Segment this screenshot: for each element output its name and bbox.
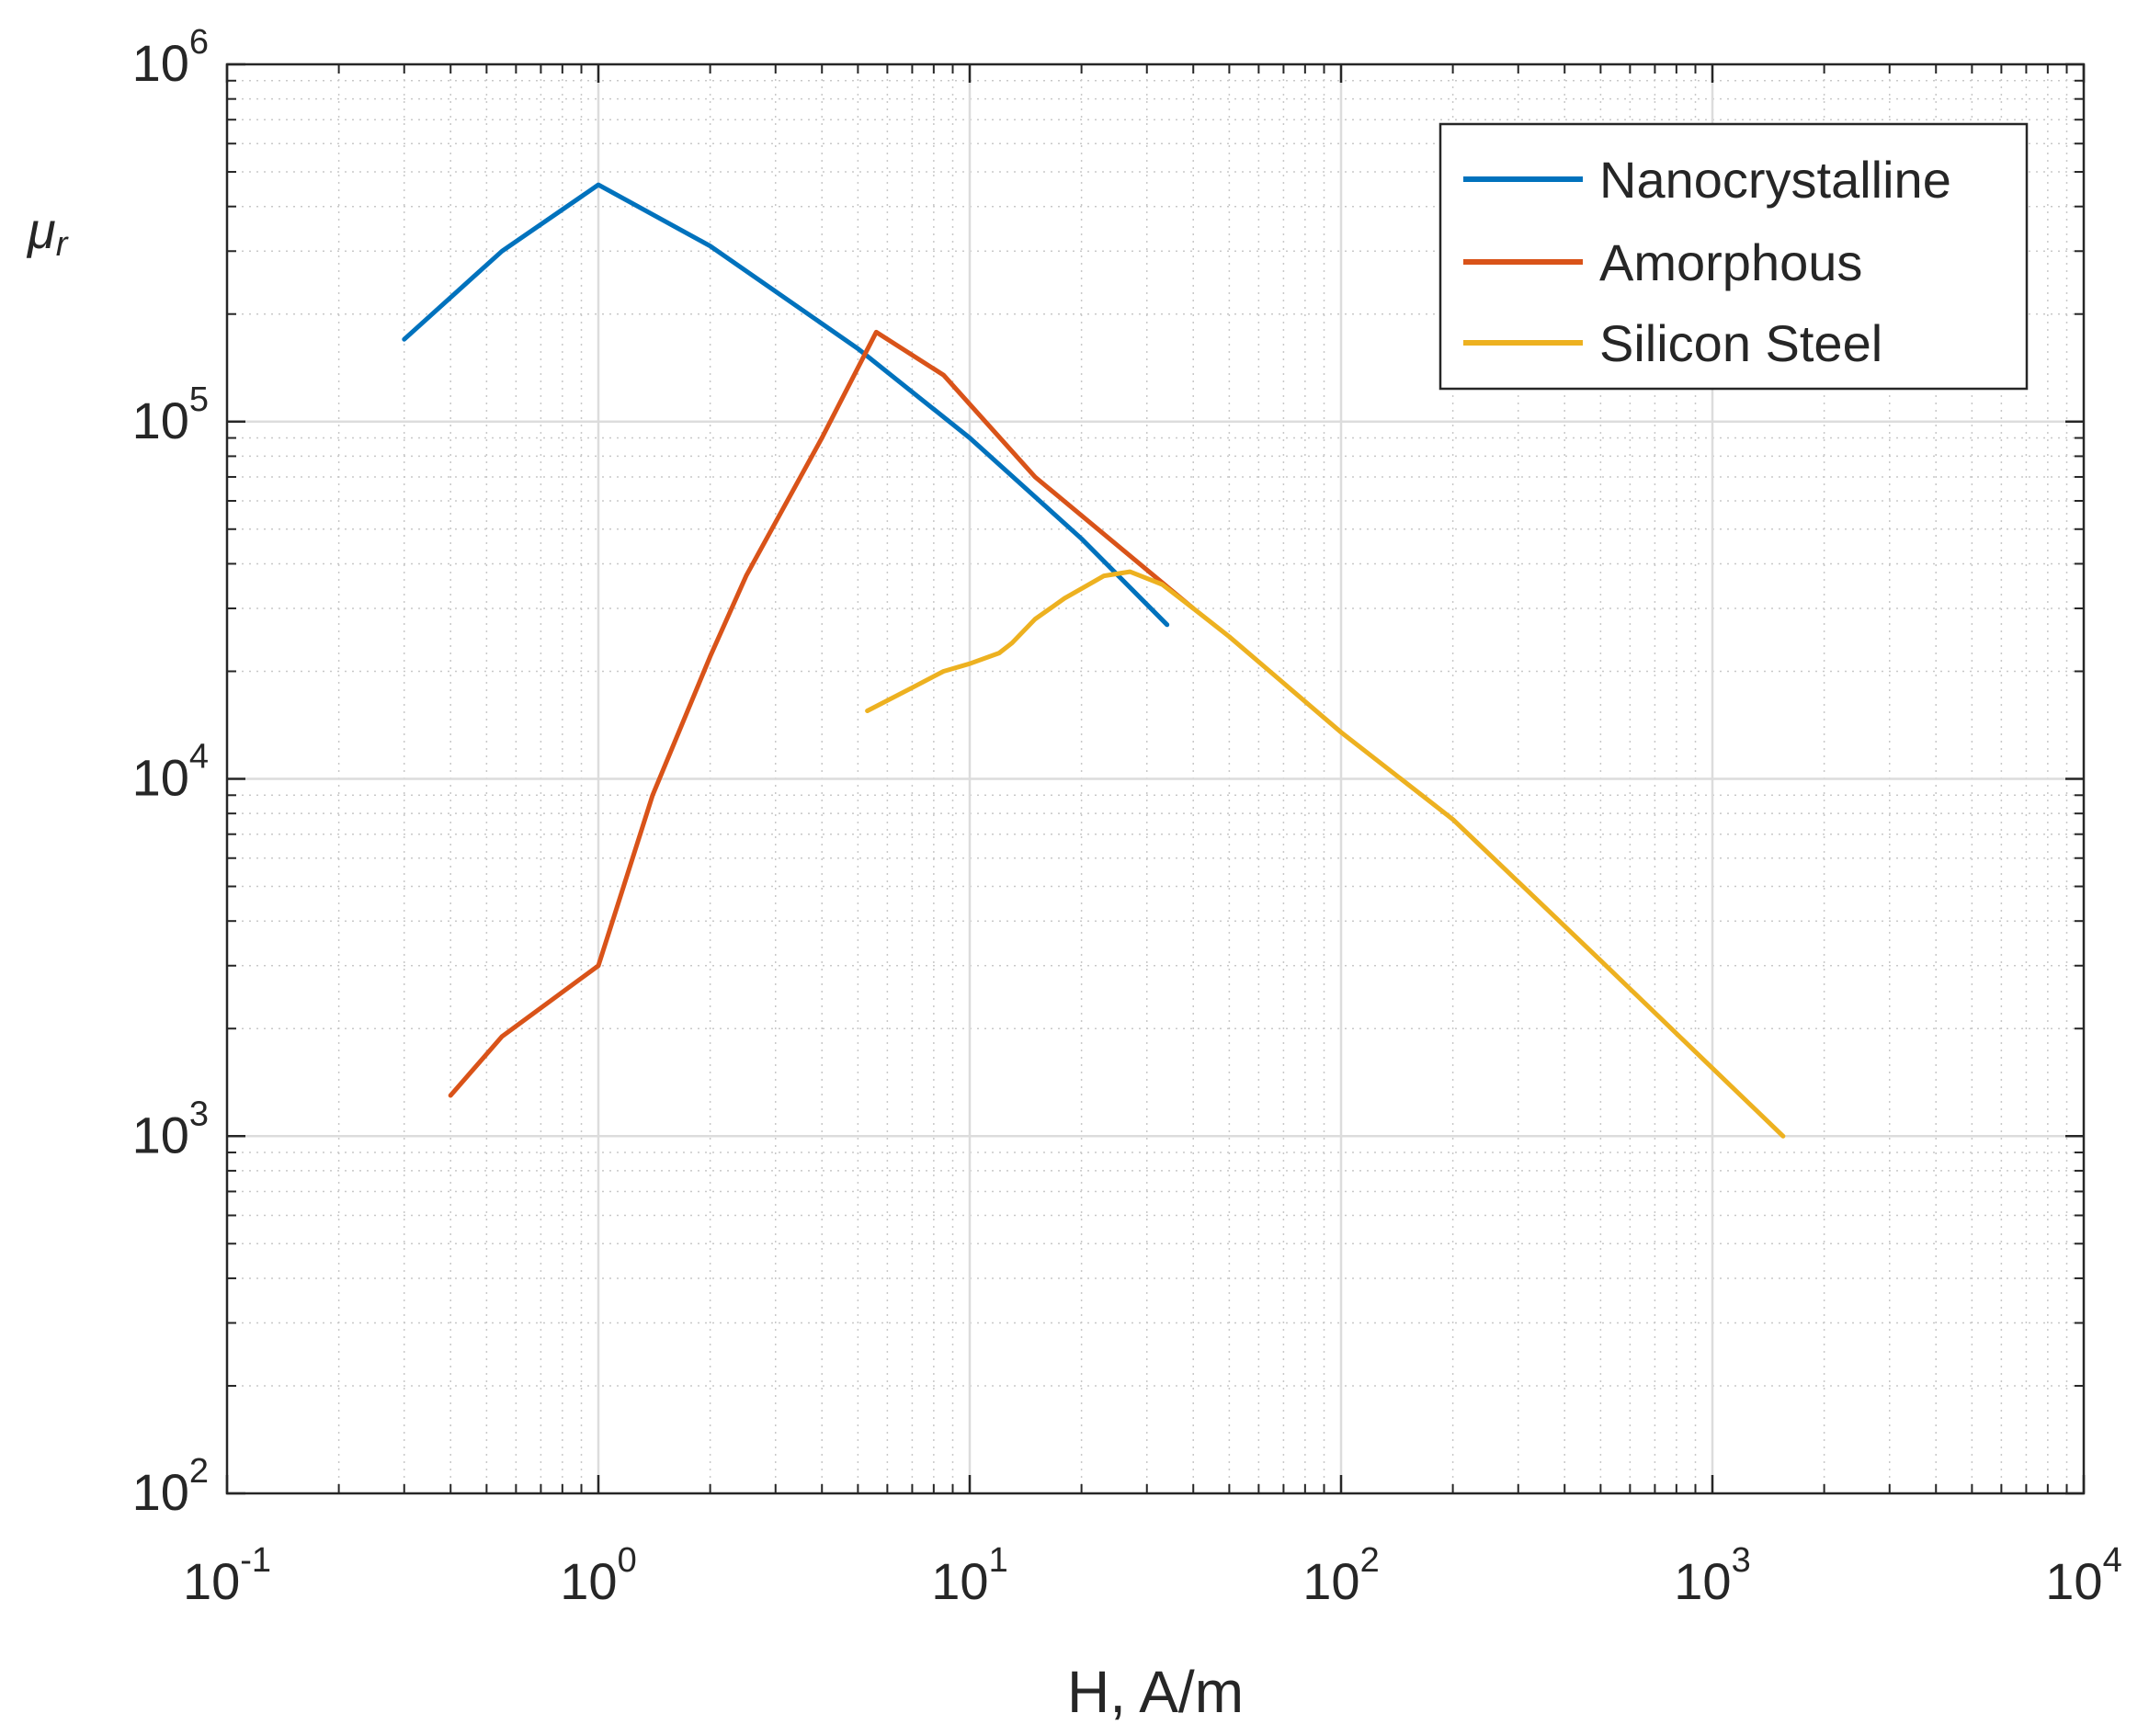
x-tick-label: 10-1 <box>183 1541 271 1610</box>
y-tick-label: 102 <box>132 1452 209 1521</box>
x-tick-label: 101 <box>931 1541 1007 1610</box>
x-tick-label: 103 <box>1674 1541 1750 1610</box>
y-tick-label-base: 10 <box>132 391 189 449</box>
y-axis-label-base: μ <box>26 201 56 259</box>
x-tick-label-exp: 4 <box>2103 1541 2122 1580</box>
series-amorphous-line <box>448 329 1196 1098</box>
y-axis-label: μr <box>26 201 69 264</box>
x-tick-label-exp: 3 <box>1732 1541 1751 1580</box>
x-tick-label: 104 <box>2045 1541 2121 1610</box>
x-axis-label: H, A/m <box>1067 1659 1244 1725</box>
x-tick-label-base: 10 <box>560 1552 617 1610</box>
major-grid <box>227 64 2084 1493</box>
y-tick-label-exp: 3 <box>189 1095 209 1133</box>
x-tick-label-exp: 1 <box>989 1541 1008 1580</box>
x-tick-label-base: 10 <box>1674 1552 1731 1610</box>
y-tick-label: 106 <box>132 23 209 92</box>
y-tick-label: 103 <box>132 1095 209 1163</box>
tick-marks <box>225 62 2086 1495</box>
x-tick-label-base: 10 <box>1302 1552 1359 1610</box>
x-tick-label-exp: -1 <box>240 1541 271 1580</box>
y-tick-label: 105 <box>132 380 209 449</box>
y-tick-label-base: 10 <box>132 34 189 92</box>
y-tick-label-exp: 5 <box>189 380 209 419</box>
y-tick-label-exp: 4 <box>189 738 209 777</box>
legend-label-nanocrystalline: Nanocrystalline <box>1599 151 1951 209</box>
x-tick-label: 102 <box>1302 1541 1379 1610</box>
x-tick-label-base: 10 <box>2045 1552 2102 1610</box>
y-tick-label-exp: 6 <box>189 23 209 62</box>
x-tick-labels: 10-1 100 101 102 103 104 <box>183 1541 2122 1610</box>
legend-label-amorphous: Amorphous <box>1599 233 1862 291</box>
x-tick-label-base: 10 <box>183 1552 240 1610</box>
x-tick-label: 100 <box>560 1541 636 1610</box>
legend: Nanocrystalline Amorphous Silicon Steel <box>1438 122 2029 391</box>
legend-label-silicon-steel: Silicon Steel <box>1599 314 1882 372</box>
x-tick-label-base: 10 <box>931 1552 988 1610</box>
y-tick-label-base: 10 <box>132 1106 189 1163</box>
series-layer <box>402 182 1786 1139</box>
y-tick-label-base: 10 <box>132 749 189 807</box>
y-tick-label-base: 10 <box>132 1463 189 1521</box>
y-tick-label: 104 <box>132 738 209 807</box>
x-tick-label-exp: 2 <box>1360 1541 1380 1580</box>
y-tick-label-exp: 2 <box>189 1452 209 1491</box>
series-silicon-steel-line <box>865 569 1786 1139</box>
series-nanocrystalline-line <box>402 182 1170 628</box>
y-axis-label-sub: r <box>56 225 69 264</box>
x-tick-label-exp: 0 <box>618 1541 637 1580</box>
